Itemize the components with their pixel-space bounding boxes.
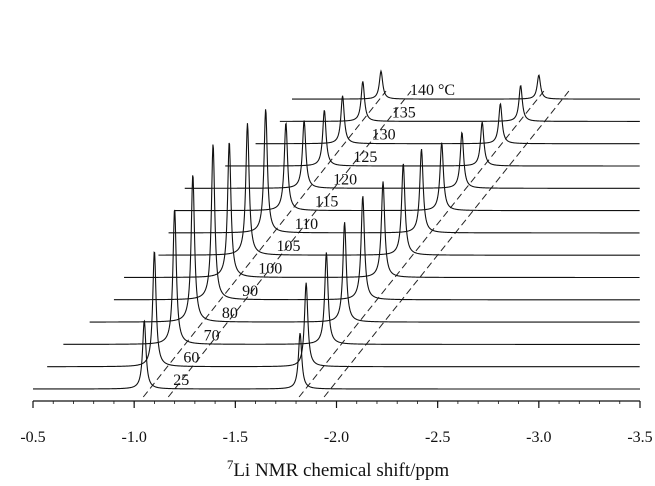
temperature-label-100: 100 (258, 261, 282, 278)
temperature-label-110: 110 (295, 216, 318, 233)
x-tick-label: -3.5 (627, 429, 652, 446)
temperature-label-140: 140 °C (410, 82, 455, 99)
x-tick-label: -3.0 (526, 429, 551, 446)
spectrum-60 (47, 251, 640, 368)
temperature-label-105: 105 (276, 238, 300, 255)
spectrum-115 (174, 121, 640, 212)
spectrum-125 (225, 110, 640, 167)
spectrum-100 (124, 142, 640, 279)
x-tick-label: -0.5 (20, 429, 45, 446)
temperature-label-130: 130 (372, 127, 396, 144)
spectrum-70 (63, 209, 640, 345)
temperature-label-125: 125 (353, 149, 377, 166)
x-tick-label: -2.5 (425, 429, 450, 446)
temperature-label-90: 90 (242, 283, 258, 300)
spectrum-135 (279, 81, 640, 122)
x-tick-label: -1.5 (223, 429, 248, 446)
dashed-trend-guide (167, 90, 412, 398)
spectrum-110 (168, 109, 640, 234)
spectrum-80 (89, 175, 640, 323)
temperature-label-135: 135 (392, 104, 416, 121)
temperature-label-80: 80 (222, 305, 238, 322)
temperature-label-70: 70 (204, 327, 220, 344)
spectrum-140 (291, 69, 640, 100)
x-axis-title: 7Li NMR chemical shift/ppm (227, 457, 450, 481)
dashed-trend-guide (142, 90, 387, 398)
x-axis-title-superscript: 7 (227, 457, 234, 472)
spectra-stack (33, 69, 640, 390)
temperature-label-60: 60 (183, 350, 199, 367)
spectrum-120 (184, 120, 640, 189)
x-axis-title-text: Li NMR chemical shift/ppm (233, 460, 449, 481)
temperature-label-25: 25 (173, 372, 189, 389)
spectrum-90 (113, 144, 640, 301)
spectrum-105 (158, 123, 640, 256)
trend-guides (142, 90, 570, 398)
x-axis-ticks: -0.5 -1.0 -1.5 -2.0 -2.5 -3.0 -3.5 (20, 401, 653, 446)
dashed-trend-guide (298, 90, 545, 398)
x-tick-label: -1.0 (122, 429, 147, 446)
spectrum-25 (33, 319, 640, 390)
temperature-label-120: 120 (333, 171, 357, 188)
temperature-label-115: 115 (315, 194, 338, 211)
x-tick-label: -2.0 (324, 429, 349, 446)
spectrum-130 (255, 95, 640, 145)
x-axis: -0.5 -1.0 -1.5 -2.0 -2.5 -3.0 -3.5 (20, 400, 653, 446)
